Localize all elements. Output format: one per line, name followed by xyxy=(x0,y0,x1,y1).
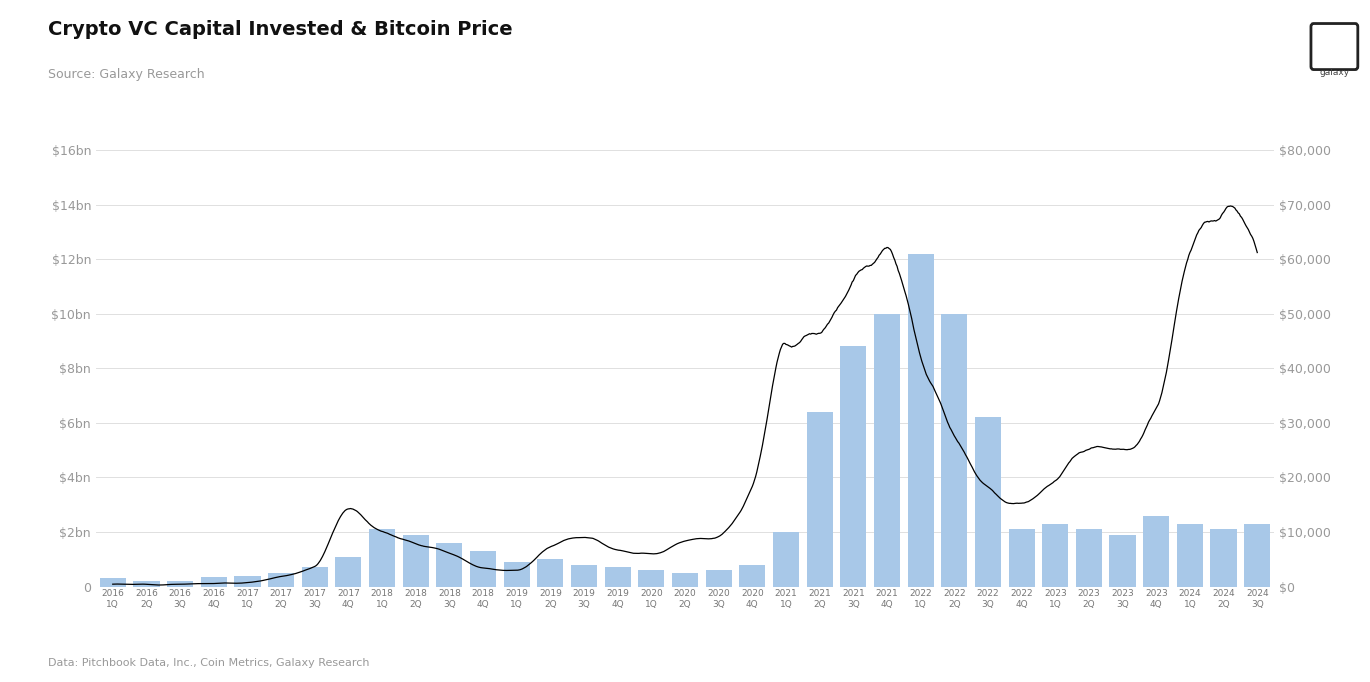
Bar xyxy=(167,581,193,587)
Bar xyxy=(671,573,699,587)
Text: Source: Galaxy Research: Source: Galaxy Research xyxy=(48,68,204,81)
Bar xyxy=(706,570,732,587)
Bar xyxy=(100,578,126,587)
Bar xyxy=(336,557,362,587)
Bar xyxy=(269,573,295,587)
Bar xyxy=(1244,524,1270,587)
Bar xyxy=(470,551,496,587)
Bar xyxy=(975,417,1001,587)
Bar xyxy=(571,565,597,587)
Bar xyxy=(234,576,260,587)
Bar xyxy=(436,543,463,587)
Bar xyxy=(504,562,530,587)
Bar xyxy=(301,567,327,587)
Bar xyxy=(604,567,630,587)
Bar xyxy=(638,570,664,587)
Bar xyxy=(403,535,429,587)
Bar xyxy=(907,254,934,587)
Bar xyxy=(807,412,833,587)
Bar xyxy=(1008,529,1034,587)
Bar xyxy=(1075,529,1101,587)
Bar xyxy=(840,346,866,587)
Bar xyxy=(1211,529,1237,587)
Bar xyxy=(133,581,159,587)
Bar xyxy=(874,314,900,587)
Bar xyxy=(773,532,799,587)
Text: galaxy: galaxy xyxy=(1319,68,1349,77)
Bar xyxy=(1110,535,1136,587)
Text: Crypto VC Capital Invested & Bitcoin Price: Crypto VC Capital Invested & Bitcoin Pri… xyxy=(48,20,512,40)
Text: Data: Pitchbook Data, Inc., Coin Metrics, Galaxy Research: Data: Pitchbook Data, Inc., Coin Metrics… xyxy=(48,658,370,668)
Bar xyxy=(537,559,563,587)
Bar xyxy=(1143,516,1170,587)
Bar xyxy=(369,529,395,587)
Bar xyxy=(941,314,967,587)
Bar xyxy=(740,565,766,587)
Bar xyxy=(1043,524,1069,587)
Bar xyxy=(1177,524,1203,587)
Bar xyxy=(200,577,227,587)
